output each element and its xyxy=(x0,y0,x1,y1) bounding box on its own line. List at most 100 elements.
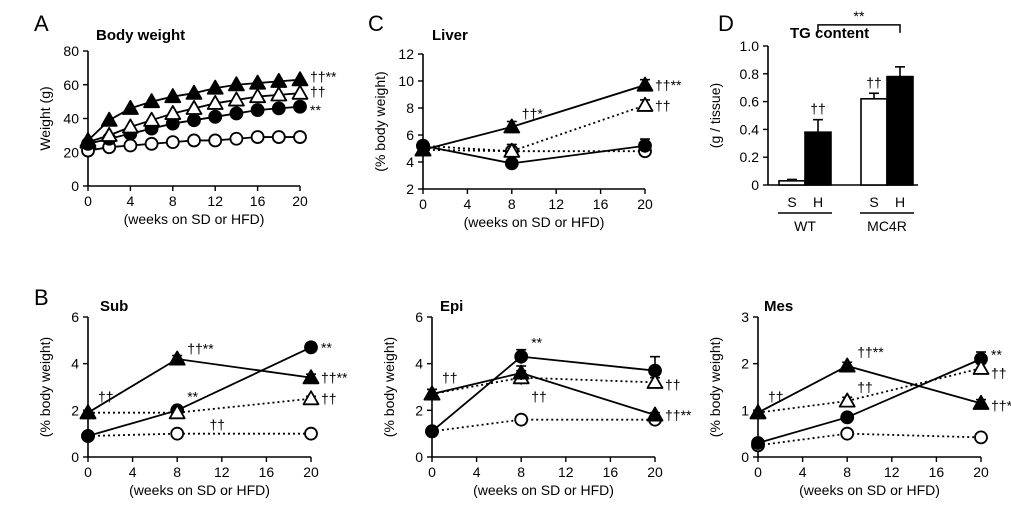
x-tick-label: 0 xyxy=(419,196,427,212)
category-label: H xyxy=(895,194,905,210)
y-tick-label: 1.0 xyxy=(740,38,760,54)
series-circle-open xyxy=(751,426,988,453)
chart-panel-tg-content: D TG content 0 0.2 0.4 0.6 0.8 1.0 (g / tissue) S… xyxy=(707,8,918,234)
group-label: WT xyxy=(794,218,816,234)
data-point xyxy=(143,93,161,109)
chart-panel-liver: C Liver 2 4 6 8 10 12 0 4 8 12 16 20 (weeks on SD or H… xyxy=(368,11,682,230)
y-tick-label: 0 xyxy=(415,449,423,465)
y-tick-label: 2 xyxy=(406,181,414,197)
y-tick-label: 2 xyxy=(71,402,79,418)
data-point xyxy=(122,118,139,134)
y-tick-label: 40 xyxy=(63,111,79,127)
series-triangle-filled xyxy=(423,364,664,422)
data-point xyxy=(227,91,245,107)
data-point xyxy=(271,130,286,144)
series-triangle-filled xyxy=(414,76,654,157)
x-tick-label: 8 xyxy=(843,464,851,480)
y-tick-label: 2 xyxy=(415,402,423,418)
data-point xyxy=(227,76,245,92)
series-triangle-filled xyxy=(79,350,320,420)
x-tick-label: 0 xyxy=(754,464,762,480)
data-point xyxy=(646,373,664,389)
x-tick-label: 4 xyxy=(127,193,135,209)
data-point xyxy=(514,412,529,427)
panel-letter: B xyxy=(34,285,49,310)
significance-label: ††** xyxy=(857,344,884,360)
data-point xyxy=(100,126,118,142)
x-tick-label: 20 xyxy=(637,196,653,212)
x-tick-label: 12 xyxy=(207,193,223,209)
significance-label: ** xyxy=(531,335,542,351)
chart-panel-body-weight: A Body weight 0 20 40 60 80 0 4 8 12 16 20 (weeks on … xyxy=(34,11,337,227)
x-axis-label: (weeks on SD or HFD) xyxy=(124,211,265,227)
series-line xyxy=(87,358,312,414)
significance-label: †† xyxy=(665,377,681,393)
significance-label: ††* xyxy=(522,105,544,121)
data-point xyxy=(270,72,288,88)
y-axis-label: Weight (g) xyxy=(37,86,53,150)
y-tick-label: 0 xyxy=(71,178,79,194)
y-tick-label: 0.2 xyxy=(740,149,760,165)
data-point xyxy=(423,385,441,401)
data-point xyxy=(144,136,159,151)
x-axis-label: (weeks on SD or HFD) xyxy=(473,482,614,498)
x-tick-label: 4 xyxy=(129,464,137,480)
data-point xyxy=(187,133,201,148)
series-line xyxy=(422,144,646,165)
significance-label: ** xyxy=(187,388,198,404)
y-tick-label: 0.8 xyxy=(740,66,760,82)
x-tick-label: 12 xyxy=(548,196,564,212)
data-point xyxy=(503,118,521,134)
y-tick-label: 3 xyxy=(741,309,749,325)
data-point xyxy=(143,111,161,127)
data-point xyxy=(514,349,529,364)
x-axis-label: (weeks on SD or HFD) xyxy=(464,214,605,230)
data-point xyxy=(425,424,439,439)
significance-label: †† xyxy=(98,388,114,404)
x-tick-label: 0 xyxy=(428,464,436,480)
significance-label: †† xyxy=(210,416,226,432)
x-tick-label: 20 xyxy=(647,464,663,480)
data-point xyxy=(229,131,244,146)
data-point xyxy=(972,359,990,375)
panel-letter: A xyxy=(34,11,49,36)
y-tick-label: 0 xyxy=(71,449,79,465)
data-point xyxy=(291,71,309,87)
data-point xyxy=(250,130,265,144)
category-label: S xyxy=(869,194,878,210)
data-point xyxy=(206,79,224,95)
x-tick-label: 16 xyxy=(593,196,609,212)
y-tick-label: 0 xyxy=(751,177,759,193)
panel-letter: D xyxy=(718,11,734,36)
significance-label: ††** xyxy=(991,398,1011,414)
significance-label: †† xyxy=(991,365,1007,381)
x-tick-label: 20 xyxy=(303,464,319,480)
data-point xyxy=(972,394,990,410)
data-point xyxy=(185,84,203,100)
data-point xyxy=(504,156,519,171)
data-point xyxy=(206,94,224,110)
series-circle-open xyxy=(425,412,662,439)
data-point xyxy=(250,103,265,117)
significance-label: ††** xyxy=(187,341,214,357)
x-tick-label: 16 xyxy=(603,464,619,480)
y-axis-label: (% body weight) xyxy=(37,337,53,437)
y-tick-label: 20 xyxy=(63,144,79,160)
data-point xyxy=(81,429,95,443)
significance-label: ** xyxy=(310,102,321,118)
x-axis-label: (weeks on SD or HFD) xyxy=(799,482,940,498)
significance-label: †† xyxy=(321,391,337,407)
x-tick-label: 4 xyxy=(799,464,807,480)
data-point xyxy=(122,99,139,115)
y-axis-label: (% body weight) xyxy=(372,71,388,171)
x-tick-label: 12 xyxy=(884,464,900,480)
data-point xyxy=(271,101,286,116)
significance-label: †† xyxy=(768,388,784,404)
significance-label: †† xyxy=(442,370,458,386)
bar-h xyxy=(886,75,914,186)
data-point xyxy=(293,130,307,144)
series-line xyxy=(87,432,311,437)
data-point xyxy=(974,430,988,445)
data-point xyxy=(249,74,267,90)
x-tick-label: 20 xyxy=(973,464,989,480)
